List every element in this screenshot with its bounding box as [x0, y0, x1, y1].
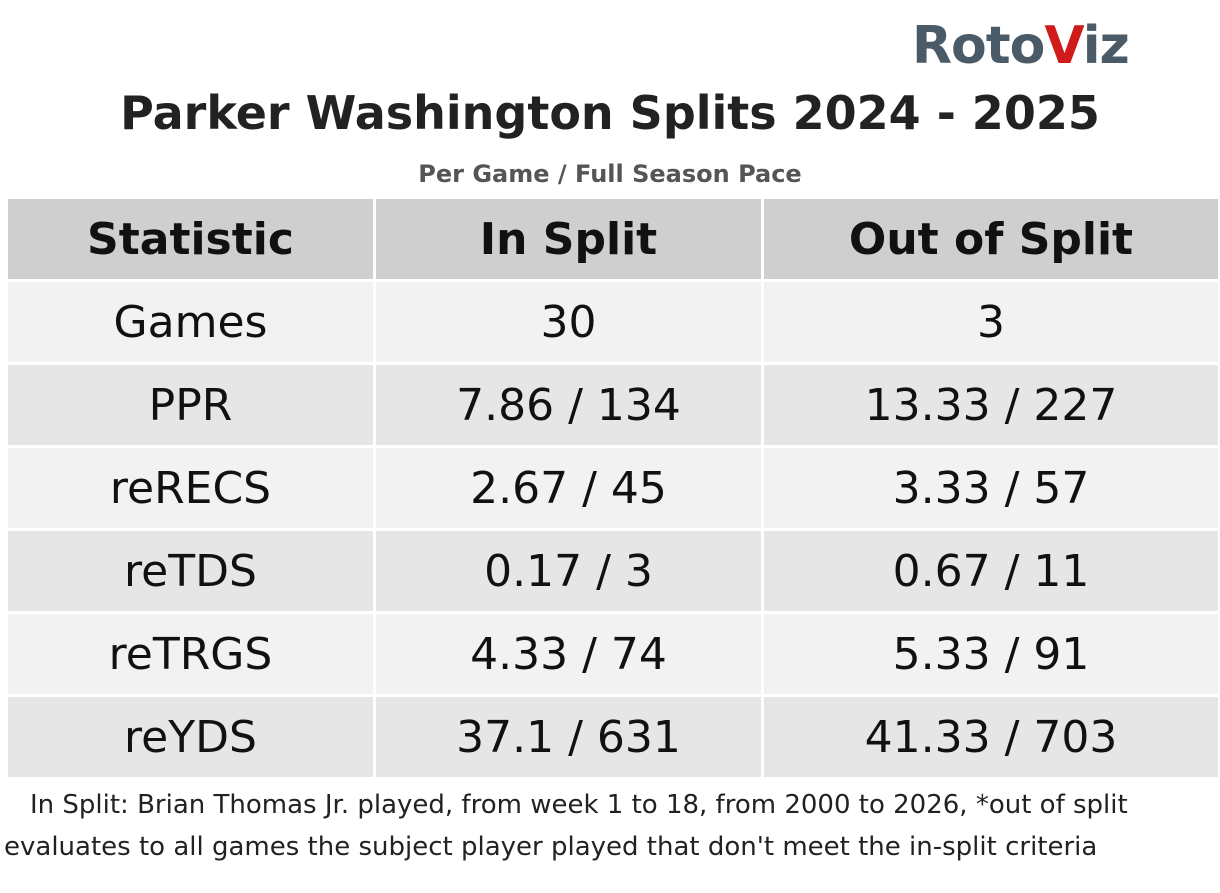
cell-statistic: Games — [8, 282, 373, 362]
table-row: reTRGS 4.33 / 74 5.33 / 91 — [8, 614, 1218, 694]
table-row: reYDS 37.1 / 631 41.33 / 703 — [8, 697, 1218, 777]
cell-out-of-split: 0.67 / 11 — [764, 531, 1218, 611]
table-row: reTDS 0.17 / 3 0.67 / 11 — [8, 531, 1218, 611]
chart-title: Parker Washington Splits 2024 - 2025 — [120, 86, 1100, 140]
header-out-of-split: Out of Split — [764, 199, 1218, 279]
cell-in-split: 37.1 / 631 — [376, 697, 761, 777]
cell-out-of-split: 41.33 / 703 — [764, 697, 1218, 777]
cell-statistic: reTRGS — [8, 614, 373, 694]
cell-out-of-split: 5.33 / 91 — [764, 614, 1218, 694]
cell-in-split: 2.67 / 45 — [376, 448, 761, 528]
cell-in-split: 30 — [376, 282, 761, 362]
cell-out-of-split: 3 — [764, 282, 1218, 362]
cell-in-split: 0.17 / 3 — [376, 531, 761, 611]
cell-statistic: reTDS — [8, 531, 373, 611]
table-row: Games 30 3 — [8, 282, 1218, 362]
cell-in-split: 7.86 / 134 — [376, 365, 761, 445]
cell-statistic: reYDS — [8, 697, 373, 777]
cell-out-of-split: 13.33 / 227 — [764, 365, 1218, 445]
cell-out-of-split: 3.33 / 57 — [764, 448, 1218, 528]
logo-text-v: V — [1044, 16, 1083, 76]
header-in-split: In Split — [376, 199, 761, 279]
logo-text-iz: iz — [1082, 16, 1130, 76]
splits-table: Statistic In Split Out of Split Games 30… — [5, 196, 1220, 780]
cell-statistic: PPR — [8, 365, 373, 445]
chart-subtitle: Per Game / Full Season Pace — [418, 160, 802, 188]
footnote: In Split: Brian Thomas Jr. played, from … — [4, 790, 1128, 862]
table-row: reRECS 2.67 / 45 3.33 / 57 — [8, 448, 1218, 528]
cell-in-split: 4.33 / 74 — [376, 614, 761, 694]
rotoviz-logo: RotoViz — [912, 6, 1130, 86]
header-statistic: Statistic — [8, 199, 373, 279]
logo-text-roto: Roto — [912, 16, 1045, 76]
table-row: PPR 7.86 / 134 13.33 / 227 — [8, 365, 1218, 445]
cell-statistic: reRECS — [8, 448, 373, 528]
header-row: Statistic In Split Out of Split — [8, 199, 1218, 279]
